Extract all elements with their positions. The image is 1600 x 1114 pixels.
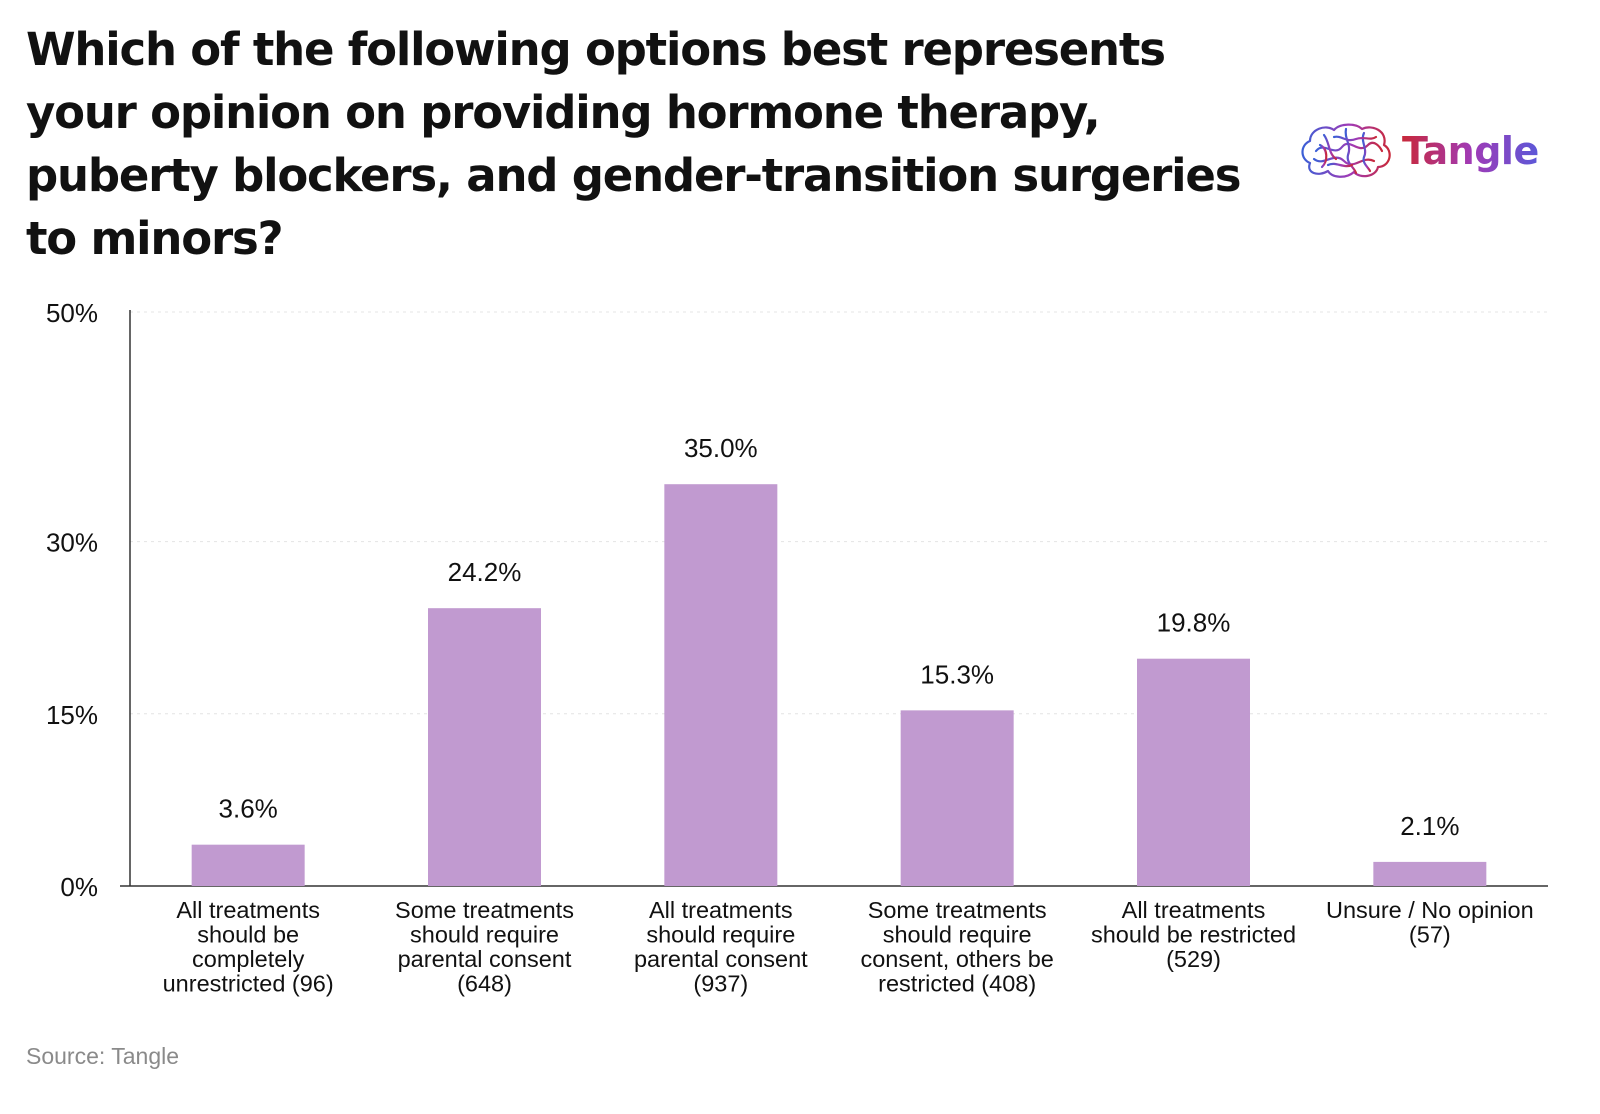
y-tick-label: 30%: [46, 528, 98, 558]
category-label-line: Some treatments: [395, 897, 574, 923]
category-label: Some treatments should require parental co…: [395, 897, 574, 997]
source-note: Source: Tangle: [26, 1043, 180, 1069]
category-label-line: should be restricted: [1091, 922, 1296, 948]
chart-title: Which of the following options best repr…: [26, 23, 1241, 265]
category-label-line: parental consent: [634, 946, 808, 972]
y-tick-label: 0%: [60, 872, 98, 902]
axes: [120, 310, 1548, 887]
value-label: 19.8%: [1157, 608, 1231, 638]
logo-wordmark: Tangle: [1402, 118, 1539, 184]
bar: [191, 844, 305, 886]
category-label-line: Unsure / No opinion: [1326, 897, 1534, 923]
value-label: 24.2%: [448, 557, 522, 587]
category-label-line: parental consent: [398, 946, 572, 972]
category-label: Some treatments should require consent, ot…: [860, 897, 1053, 997]
y-tick-label: 50%: [46, 298, 98, 328]
value-labels: 3.6% 24.2% 35.0% 15.3% 19.8% 2.1%: [219, 433, 1460, 841]
category-label-line: restricted (408): [878, 971, 1036, 997]
value-label: 35.0%: [684, 433, 758, 463]
category-label-line: completely: [192, 946, 305, 972]
bars: [191, 484, 1487, 886]
bar: [664, 484, 778, 886]
bar: [900, 710, 1014, 886]
bar-chart: 0% 15% 30% 50% 3.6% 24.2% 35.0% 15.3% 19.8% 2.1%…: [46, 298, 1548, 997]
bar: [428, 608, 541, 886]
category-label-line: Some treatments: [868, 897, 1047, 923]
category-label-line: (529): [1166, 946, 1221, 972]
category-label: All treatments should be completely unrestr…: [163, 897, 334, 997]
value-label: 3.6%: [219, 794, 278, 824]
category-label-line: unrestricted (96): [163, 971, 334, 997]
category-label-line: should be: [197, 922, 299, 948]
bar: [1137, 658, 1250, 886]
category-labels: All treatments should be completely unrestr…: [163, 897, 1534, 997]
y-axis-tick-labels: 0% 15% 30% 50%: [46, 298, 98, 902]
category-label-line: (57): [1409, 922, 1451, 948]
y-tick-label: 15%: [46, 700, 98, 730]
category-label-line: All treatments: [176, 897, 320, 923]
category-label-line: (648): [457, 971, 512, 997]
grid-lines: [130, 311, 1548, 715]
category-label-line: consent, others be: [860, 946, 1053, 972]
category-label-line: should require: [883, 922, 1032, 948]
bar: [1373, 861, 1487, 886]
brain-icon: [1301, 123, 1391, 178]
category-label: Unsure / No opinion (57): [1326, 897, 1534, 948]
category-label-line: All treatments: [1122, 897, 1266, 923]
category-label: All treatments should require parental con…: [634, 897, 808, 997]
value-label: 2.1%: [1400, 811, 1459, 841]
category-label-line: should require: [646, 922, 795, 948]
category-label-line: All treatments: [649, 897, 793, 923]
category-label-line: should require: [410, 922, 559, 948]
value-label: 15.3%: [920, 659, 994, 689]
category-label: All treatments should be restricted (529): [1091, 897, 1296, 972]
category-label-line: (937): [693, 971, 748, 997]
tangle-logo: Tangle: [1298, 118, 1539, 184]
